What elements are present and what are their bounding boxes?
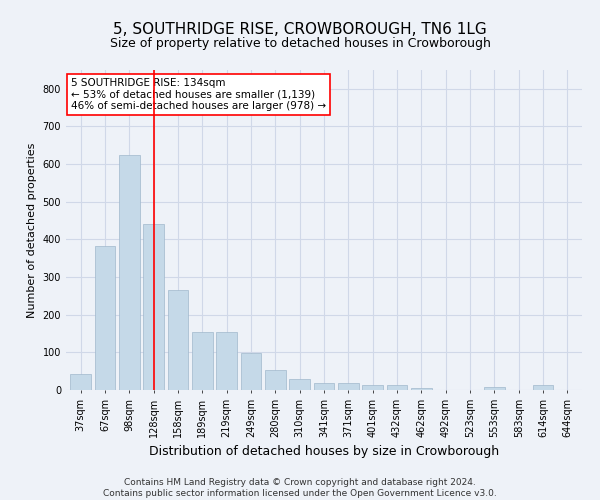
Bar bbox=[119, 154, 140, 390]
Bar bbox=[484, 386, 505, 390]
Bar bbox=[362, 384, 383, 390]
Bar bbox=[192, 332, 212, 390]
X-axis label: Distribution of detached houses by size in Crowborough: Distribution of detached houses by size … bbox=[149, 446, 499, 458]
Bar bbox=[143, 224, 164, 390]
Text: Contains HM Land Registry data © Crown copyright and database right 2024.
Contai: Contains HM Land Registry data © Crown c… bbox=[103, 478, 497, 498]
Bar bbox=[265, 370, 286, 390]
Text: Size of property relative to detached houses in Crowborough: Size of property relative to detached ho… bbox=[110, 38, 490, 51]
Text: 5 SOUTHRIDGE RISE: 134sqm
← 53% of detached houses are smaller (1,139)
46% of se: 5 SOUTHRIDGE RISE: 134sqm ← 53% of detac… bbox=[71, 78, 326, 111]
Text: 5, SOUTHRIDGE RISE, CROWBOROUGH, TN6 1LG: 5, SOUTHRIDGE RISE, CROWBOROUGH, TN6 1LG bbox=[113, 22, 487, 38]
Bar bbox=[167, 290, 188, 390]
Bar bbox=[338, 383, 359, 390]
Bar bbox=[289, 378, 310, 390]
Bar bbox=[386, 384, 407, 390]
Bar bbox=[533, 384, 553, 390]
Y-axis label: Number of detached properties: Number of detached properties bbox=[27, 142, 37, 318]
Bar bbox=[70, 374, 91, 390]
Bar bbox=[241, 354, 262, 390]
Bar bbox=[314, 383, 334, 390]
Bar bbox=[95, 246, 115, 390]
Bar bbox=[411, 388, 432, 390]
Bar bbox=[216, 332, 237, 390]
